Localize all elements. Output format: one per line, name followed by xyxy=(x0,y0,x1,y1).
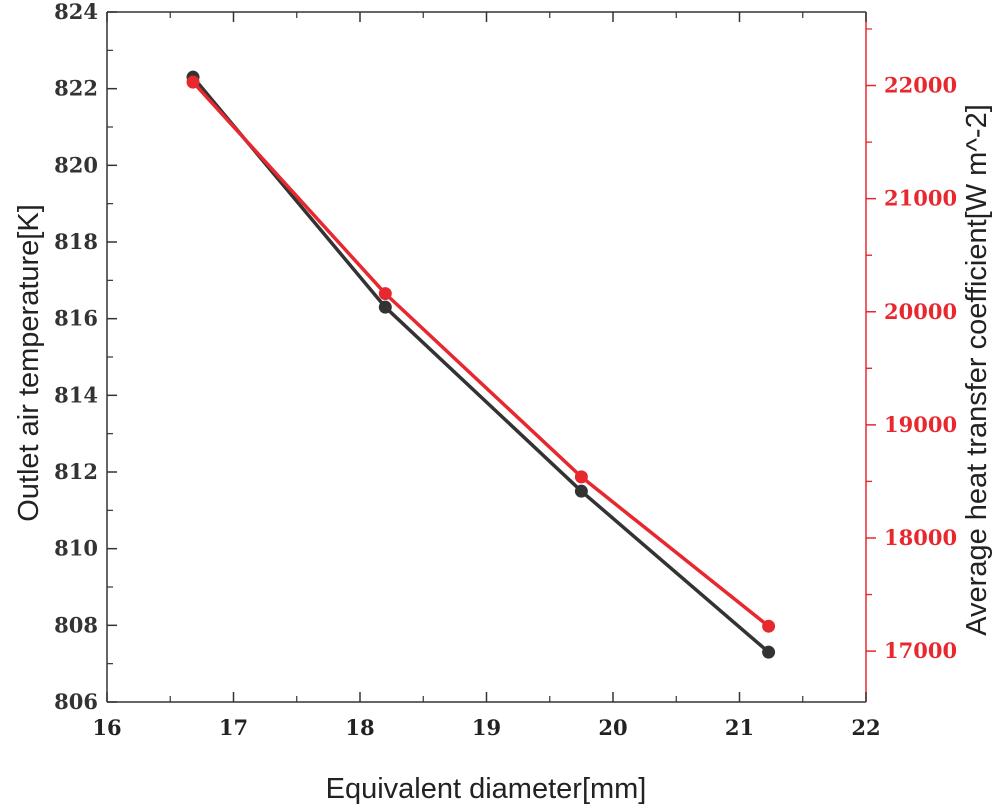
ticks: 16 17 18 19 20 21 22 806 808 810 812 814 816 818 820 82… xyxy=(54,0,957,740)
y-left-tick-label: 814 xyxy=(54,382,98,407)
y-right-tick-label: 19000 xyxy=(884,412,957,437)
data-point-right xyxy=(378,287,392,301)
x-tick-label: 19 xyxy=(472,715,501,740)
y-left-tick-label: 824 xyxy=(54,0,98,24)
series-points xyxy=(186,70,776,659)
y-left-tick-label: 810 xyxy=(54,536,98,561)
data-point-left xyxy=(574,484,588,498)
y-left-tick-label: 822 xyxy=(54,76,98,101)
data-point-left xyxy=(762,645,776,659)
x-tick-label: 17 xyxy=(219,715,248,740)
y-right-tick-label: 20000 xyxy=(884,299,957,324)
axes xyxy=(106,11,867,703)
data-point-left xyxy=(378,300,392,314)
y-left-tick-label: 806 xyxy=(54,689,98,714)
data-point-right xyxy=(186,75,200,89)
y-right-tick-label: 22000 xyxy=(884,73,957,98)
y-right-tick-label: 17000 xyxy=(884,638,957,663)
y-left-axis-label: Outlet air temperature[K] xyxy=(13,204,45,522)
x-tick-label: 18 xyxy=(345,715,374,740)
x-tick-label: 20 xyxy=(598,715,627,740)
data-point-right xyxy=(574,470,588,484)
y-right-tick-label: 21000 xyxy=(884,186,957,211)
x-tick-label: 16 xyxy=(92,715,121,740)
y-left-tick-label: 816 xyxy=(54,306,98,331)
data-point-right xyxy=(762,619,776,633)
x-tick-label: 22 xyxy=(851,715,880,740)
y-right-tick-label: 18000 xyxy=(884,525,957,550)
x-tick-label: 21 xyxy=(725,715,754,740)
series-line-right xyxy=(191,80,770,628)
y-left-tick-label: 820 xyxy=(54,152,98,177)
y-right-axis-label: Average heat transfer coefficient[W m^-2… xyxy=(961,104,993,636)
x-axis-label: Equivalent diameter[mm] xyxy=(326,773,647,805)
y-left-tick-label: 812 xyxy=(54,459,98,484)
series-lines xyxy=(191,76,770,654)
series-line-left xyxy=(191,76,770,654)
y-left-tick-label: 808 xyxy=(54,612,98,637)
y-left-tick-label: 818 xyxy=(54,229,98,254)
